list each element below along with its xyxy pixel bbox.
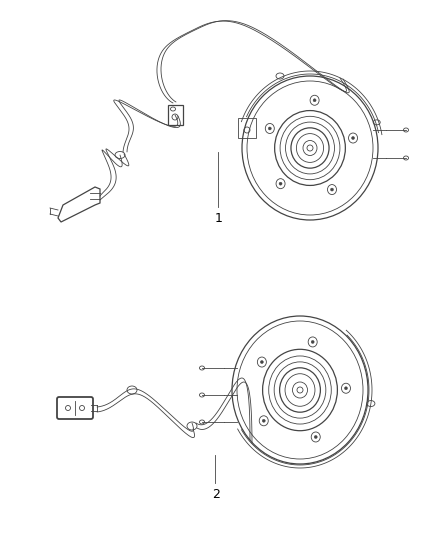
Ellipse shape <box>313 99 316 102</box>
Text: 2: 2 <box>212 488 220 501</box>
Ellipse shape <box>268 127 271 130</box>
Text: 1: 1 <box>215 212 223 225</box>
Ellipse shape <box>344 387 347 390</box>
Ellipse shape <box>314 435 317 439</box>
Ellipse shape <box>331 188 333 191</box>
Bar <box>168 105 183 125</box>
Ellipse shape <box>262 419 265 422</box>
Ellipse shape <box>352 136 354 140</box>
Ellipse shape <box>260 360 263 364</box>
Ellipse shape <box>279 182 282 185</box>
Ellipse shape <box>311 341 314 343</box>
Bar <box>238 118 256 138</box>
